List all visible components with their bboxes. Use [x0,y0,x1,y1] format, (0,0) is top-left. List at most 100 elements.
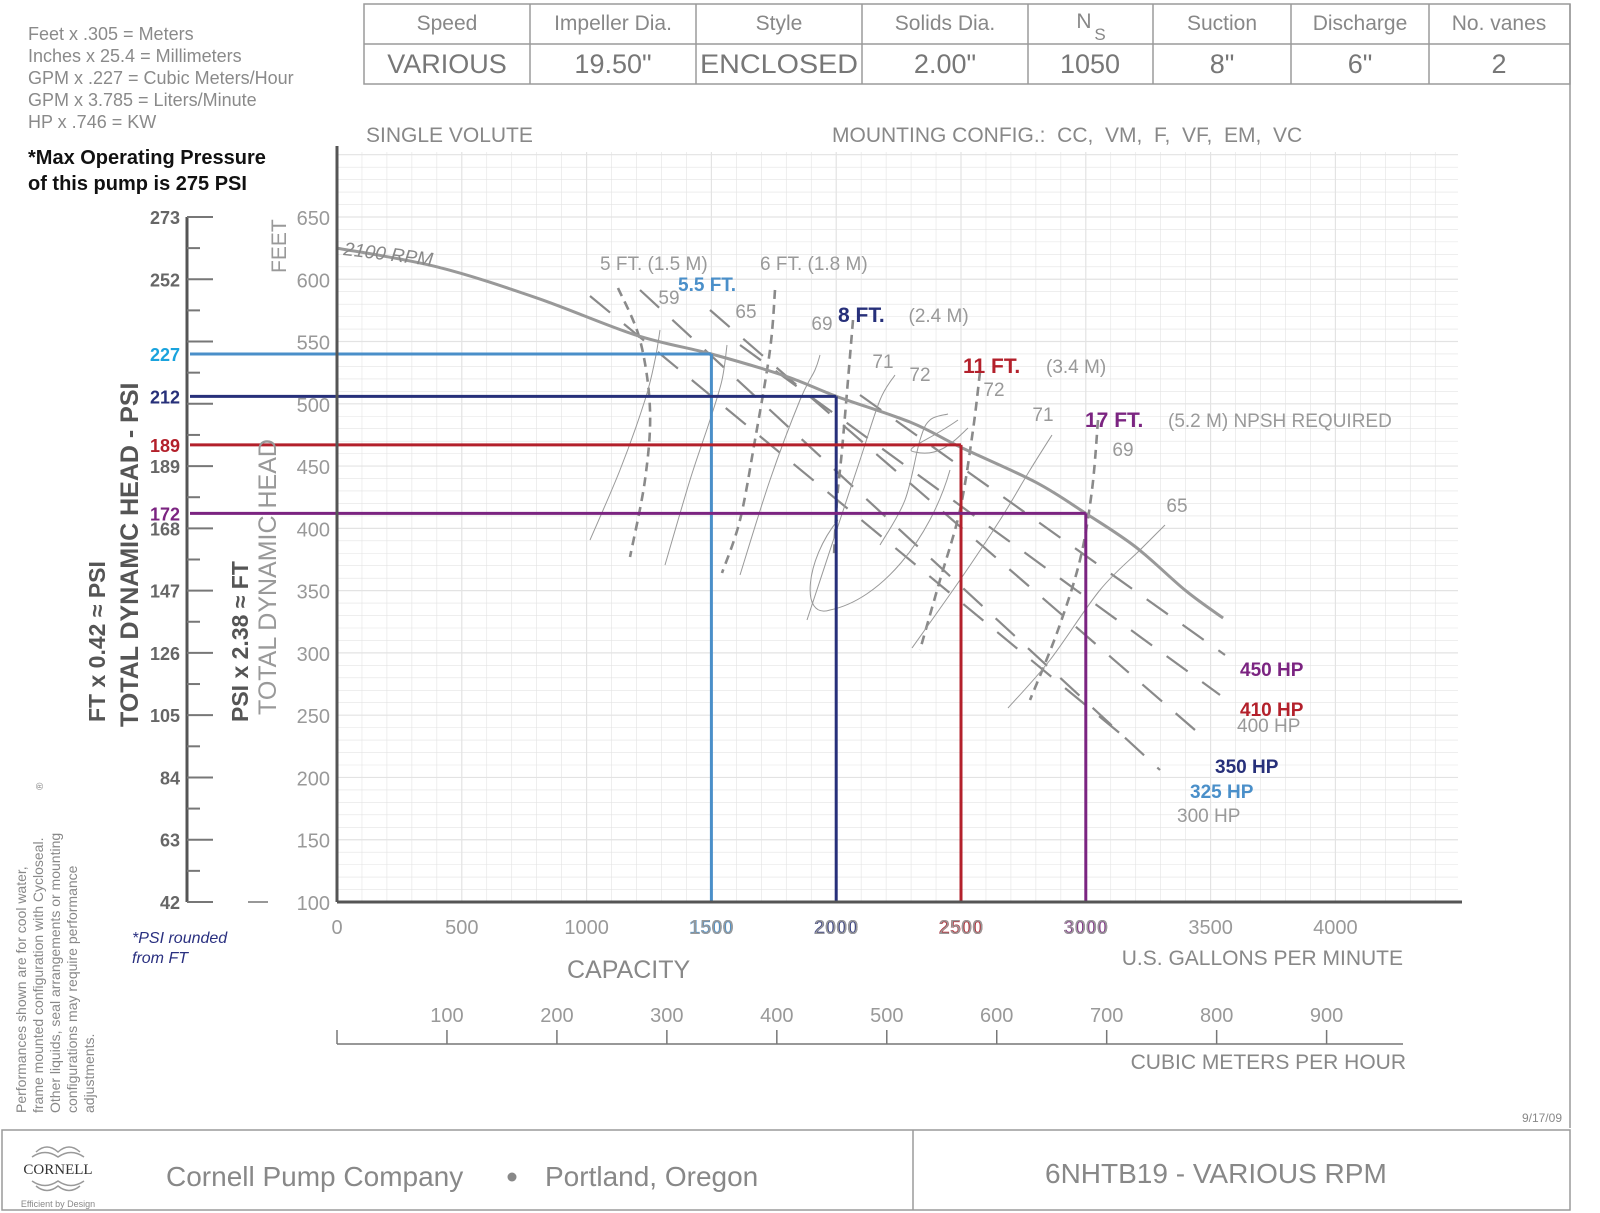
efficiency-contour [879,413,949,546]
psi-tick-label: 252 [150,270,180,290]
y-tick-label: 350 [297,582,330,604]
x-tick-label: 1000 [564,917,609,939]
efficiency-contour [806,374,896,621]
logo-tagline: Efficient by Design [21,1199,95,1209]
registered-mark: ® [35,782,46,790]
y-axis-feet-label: FEET [268,219,291,273]
cmh-tick-label: 900 [1310,1005,1343,1027]
horsepower-line [859,394,1226,656]
efficiency-label: 72 [909,365,930,386]
cmh-tick-label: 300 [650,1005,683,1027]
efficiency-label: 65 [1166,496,1187,517]
logo-text: CORNELL [23,1162,92,1178]
header-style: Style [756,12,803,35]
operating-npsh-meters: (2.4 M) [909,306,969,327]
horsepower-lines [589,289,1226,771]
x-tick-label: 0 [331,917,342,939]
side-note-line-3: Other liquids, seal arrangements or moun… [47,833,63,1113]
psi-rounded-note: *PSI rounded from FT [132,930,228,967]
y-tick-label: 550 [297,333,330,355]
cmh-tick-label: 600 [980,1005,1013,1027]
header-solids: Solids Dia. [895,12,995,35]
cmh-tick-label: 100 [430,1005,463,1027]
gpm-units-label: U.S. GALLONS PER MINUTE [1122,947,1403,970]
horsepower-line [739,344,1221,696]
efficiency-contour [739,354,821,576]
x-tick-label: 4000 [1313,917,1358,939]
head-curve-label: 2100 RPM [341,239,434,271]
operating-hp-label: 350 HP [1215,757,1279,778]
company-name: Cornell Pump Company [166,1161,463,1192]
y-tick-label: 100 [297,893,330,915]
psi-tick-label: 189 [150,457,180,477]
x-tick-label: 2500 [939,917,984,939]
operating-psi-label: 172 [150,504,180,524]
y-tick-label: 250 [297,706,330,728]
cmh-tick-label: 500 [870,1005,903,1027]
side-note: Performances shown are for cool water, f… [13,782,97,1113]
psi-to-ft-formula: PSI x 2.38 ≈ FT [227,561,253,722]
psi-tick-label: 147 [150,582,180,602]
horsepower-line [709,309,1196,731]
y-tick-label: 500 [297,395,330,417]
psi-tick-label: 63 [160,831,180,851]
operating-hp-label: 325 HP [1190,782,1254,803]
efficiency-label: 65 [735,302,756,323]
cmh-tick-label: 200 [540,1005,573,1027]
cmh-units-label: CUBIC METERS PER HOUR [1131,1051,1406,1074]
cmh-tick-label: 400 [760,1005,793,1027]
cmh-tick-label: 700 [1090,1005,1123,1027]
x-tick-label: 500 [445,917,478,939]
operating-psi-label: 227 [150,345,180,365]
conversion-inches: Inches x 25.4 = Millimeters [28,46,242,66]
header-suction: Suction [1187,12,1257,35]
value-discharge: 6" [1348,49,1373,79]
y-tick-label: 450 [297,457,330,479]
conversion-notes: Feet x .305 = Meters Inches x 25.4 = Mil… [28,24,294,132]
max-pressure-line-1: *Max Operating Pressure [28,147,266,169]
psi-tick-label: 168 [150,519,180,539]
hp-label-300: 300 HP [1177,806,1240,827]
efficiency-label: 59 [658,288,679,309]
value-style: ENCLOSED [700,49,858,79]
max-pressure-note: *Max Operating Pressure of this pump is … [28,147,266,195]
header-vanes: No. vanes [1452,12,1547,35]
cornell-logo: CORNELL Efficient by Design [21,1146,95,1209]
footer-box [1,1129,1571,1211]
ft-to-psi-formula: FT x 0.42 ≈ PSI [84,561,110,722]
model-name: 6NHTB19 - VARIOUS RPM [1045,1158,1387,1189]
x-tick-label: 3500 [1188,917,1233,939]
header-ns-subscript: S [1094,25,1105,44]
operating-hp-label: 450 HP [1240,660,1304,681]
psi-tick-label: 84 [160,768,180,788]
side-note-line-5: adjustments. [81,1034,97,1113]
efficiency-contour [1007,524,1166,709]
chart-axes: 100 150 200 250 300 350 400 450 500 550 600 650 0 500… [150,146,1462,1045]
conversion-gpm-cmh: GPM x .227 = Cubic Meters/Hour [28,68,294,88]
npsh-label-6ft: 6 FT. (1.8 M) [760,254,868,275]
footer-bullet [507,1172,517,1182]
hp-label-400: 400 HP [1237,716,1300,737]
psi-tick-label: 105 [150,706,180,726]
conversion-gpm-lpm: GPM x 3.785 = Liters/Minute [28,90,257,110]
operating-npsh-meters: (5.2 M) NPSH REQUIRED [1168,411,1392,432]
conversion-feet: Feet x .305 = Meters [28,24,194,44]
operating-gpm-label: 1500 [689,917,734,939]
psi-tick-label: 273 [150,208,180,228]
operating-gpm-label: 2500 [939,917,984,939]
npsh-curve [1028,419,1100,701]
value-ns: 1050 [1060,49,1120,79]
mounting-label: MOUNTING CONFIG.: CC, VM, F, VF, EM, VC [832,124,1302,147]
value-vanes: 2 [1491,49,1506,79]
x-tick-label: 1500 [689,917,734,939]
operating-psi-label: 212 [150,387,180,407]
header-speed: Speed [417,12,478,35]
efficiency-label: 71 [872,352,893,373]
npsh-curve [918,371,982,651]
y-tick-label: 300 [297,644,330,666]
spec-table-values: VARIOUS 19.50" ENCLOSED 2.00" 1050 8" 6"… [387,49,1506,79]
header-impeller: Impeller Dia. [554,12,672,35]
y-tick-label: 400 [297,519,330,541]
